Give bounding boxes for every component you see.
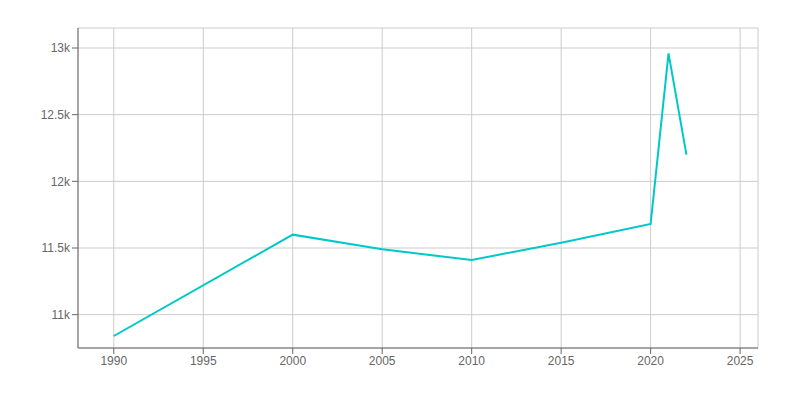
svg-text:12k: 12k	[51, 175, 71, 189]
svg-text:11.5k: 11.5k	[42, 241, 71, 255]
svg-text:12.5k: 12.5k	[41, 108, 71, 122]
svg-text:11k: 11k	[52, 308, 71, 322]
svg-text:13k: 13k	[51, 41, 71, 55]
svg-text:1990: 1990	[100, 354, 127, 368]
svg-text:2025: 2025	[727, 354, 754, 368]
svg-text:2010: 2010	[458, 354, 485, 368]
svg-text:2005: 2005	[369, 354, 396, 368]
svg-text:2015: 2015	[548, 354, 575, 368]
svg-text:2020: 2020	[637, 354, 664, 368]
svg-text:2000: 2000	[279, 354, 306, 368]
svg-text:1995: 1995	[190, 354, 217, 368]
